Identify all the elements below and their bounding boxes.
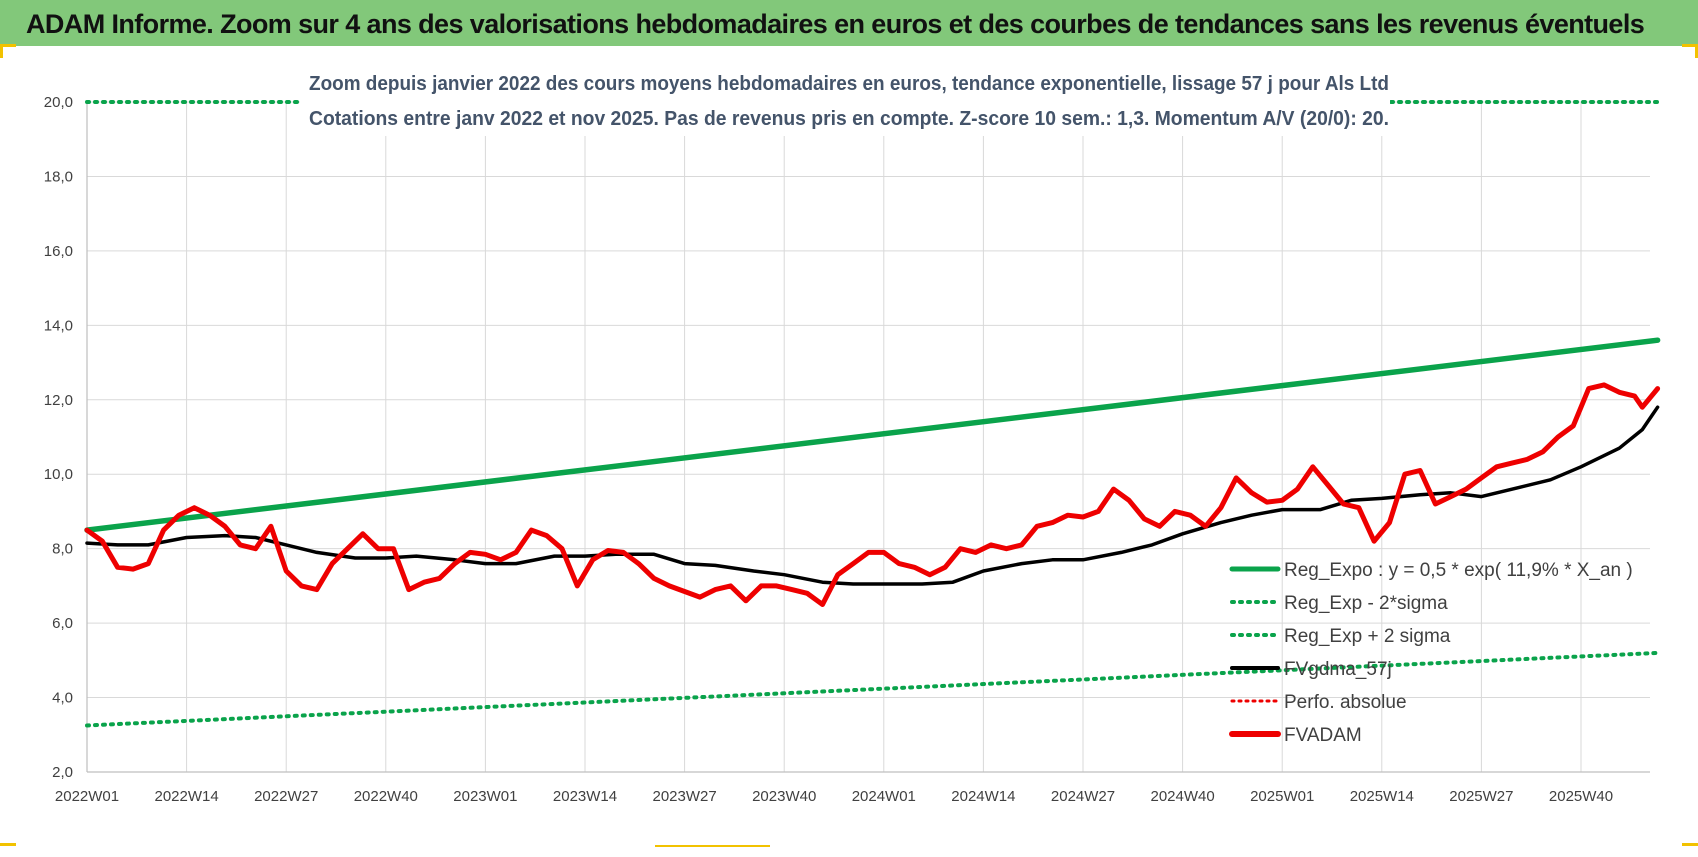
series-line-fvadam — [84, 382, 1661, 607]
x-tick-label: 2022W14 — [154, 788, 218, 805]
x-tick-label: 2023W14 — [553, 788, 617, 805]
legend-entry-label: Perfo. absolue — [1284, 692, 1407, 713]
x-axis-labels: 2022W01 2022W14 2022W27 2022W40 2023W01 2023W… — [55, 788, 1613, 805]
y-tick-label: 16,0 — [44, 243, 73, 260]
x-tick-label: 2023W01 — [453, 788, 517, 805]
x-tick-label: 2024W01 — [852, 788, 916, 805]
page-title-banner: ADAM Informe. Zoom sur 4 ans des valoris… — [0, 0, 1698, 46]
grid-lines — [86, 101, 1650, 773]
x-tick-label: 2025W40 — [1549, 788, 1613, 805]
legend-entry-label: FVADAM — [1284, 725, 1362, 746]
y-tick-label: 12,0 — [44, 392, 73, 409]
series-line-fvgdma-57j — [85, 405, 1660, 586]
y-tick-label: 8,0 — [52, 541, 73, 558]
corner-accent-left — [0, 46, 3, 58]
corner-accent-top-left — [0, 44, 16, 47]
series-lines — [84, 100, 1661, 728]
legend-entry-label: Reg_Expo : y = 0,5 * exp( 11,9% * X_an ) — [1284, 560, 1633, 581]
x-tick-label: 2023W27 — [652, 788, 716, 805]
title-backdrop — [300, 64, 1390, 136]
bottom-accent-center — [655, 845, 770, 847]
y-tick-label: 10,0 — [44, 466, 73, 483]
x-tick-label: 2025W14 — [1350, 788, 1414, 805]
y-tick-label: 6,0 — [52, 615, 73, 632]
legend-entry-label: FVgdma_57j — [1284, 659, 1392, 680]
corner-accent-top-right — [1682, 44, 1698, 47]
y-axis-labels: 2,0 4,0 6,0 8,0 10,0 12,0 14,0 16,0 18,0 20,0 — [44, 94, 73, 781]
y-tick-label: 18,0 — [44, 168, 73, 185]
page-title: ADAM Informe. Zoom sur 4 ans des valoris… — [26, 9, 1645, 39]
series-line-reg-expo — [84, 337, 1661, 533]
x-tick-label: 2024W40 — [1150, 788, 1214, 805]
x-tick-label: 2022W40 — [354, 788, 418, 805]
series-line-reg-exp-2-sigma — [85, 650, 1660, 728]
corner-accent-right — [1695, 46, 1698, 58]
x-tick-label: 2023W40 — [752, 788, 816, 805]
y-tick-label: 4,0 — [52, 690, 73, 707]
x-tick-label: 2025W01 — [1250, 788, 1314, 805]
legend: Reg_Expo : y = 0,5 * exp( 11,9% * X_an )… — [1229, 560, 1633, 746]
legend-entry-label: Reg_Exp + 2 sigma — [1284, 626, 1451, 647]
legend-entry-label: Reg_Exp - 2*sigma — [1284, 593, 1448, 614]
y-tick-label: 20,0 — [44, 94, 73, 111]
x-tick-label: 2025W27 — [1449, 788, 1513, 805]
x-tick-label: 2024W27 — [1051, 788, 1115, 805]
x-tick-label: 2022W27 — [254, 788, 318, 805]
y-tick-label: 14,0 — [44, 317, 73, 334]
bottom-accent-left — [0, 843, 16, 846]
chart-title-line2: Cotations entre janv 2022 et nov 2025. P… — [309, 108, 1389, 130]
chart-title-line1: Zoom depuis janvier 2022 des cours moyen… — [309, 73, 1389, 95]
x-tick-label: 2022W01 — [55, 788, 119, 805]
x-tick-label: 2024W14 — [951, 788, 1015, 805]
bottom-accent-right — [1682, 843, 1698, 846]
y-tick-label: 2,0 — [52, 764, 73, 781]
